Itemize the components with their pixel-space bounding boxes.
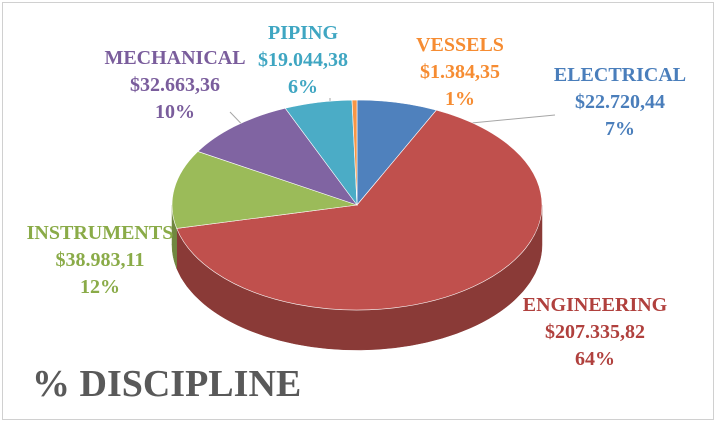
data-label: ELECTRICAL $22.720,44 7% [545, 62, 695, 143]
category-label: ELECTRICAL [553, 64, 687, 86]
value-label: $1.384,35 [420, 61, 500, 83]
percent-label: 7% [605, 118, 635, 140]
category-label: MECHANICAL [104, 47, 246, 69]
value-label: $32.663,36 [130, 74, 220, 96]
chart-title: % DISCIPLINE [32, 363, 302, 405]
category-label: INSTRUMENTS [26, 222, 174, 244]
percent-label: 1% [445, 88, 475, 110]
percent-label: 10% [155, 101, 195, 123]
data-label: INSTRUMENTS $38.983,11 12% [20, 220, 180, 301]
percent-label: 6% [288, 76, 318, 98]
data-label: MECHANICAL $32.663,36 10% [95, 45, 255, 126]
category-label: ENGINEERING [522, 294, 668, 316]
category-label: PIPING [268, 22, 338, 44]
data-label: VESSELS $1.384,35 1% [385, 32, 535, 113]
data-label: PIPING $19.044,38 6% [228, 20, 378, 101]
slice [171, 151, 358, 229]
value-label: $19.044,38 [258, 49, 348, 71]
slice [176, 109, 543, 311]
percent-label: 64% [575, 348, 615, 370]
value-label: $38.983,11 [55, 249, 145, 271]
data-label: ENGINEERING $207.335,82 64% [520, 292, 670, 373]
percent-label: 12% [80, 276, 120, 298]
slice [351, 99, 358, 206]
value-label: $207.335,82 [545, 321, 645, 343]
chart-frame [2, 2, 714, 420]
value-label: $22.720,44 [575, 91, 665, 113]
category-label: VESSELS [416, 34, 504, 56]
slice [197, 107, 358, 206]
